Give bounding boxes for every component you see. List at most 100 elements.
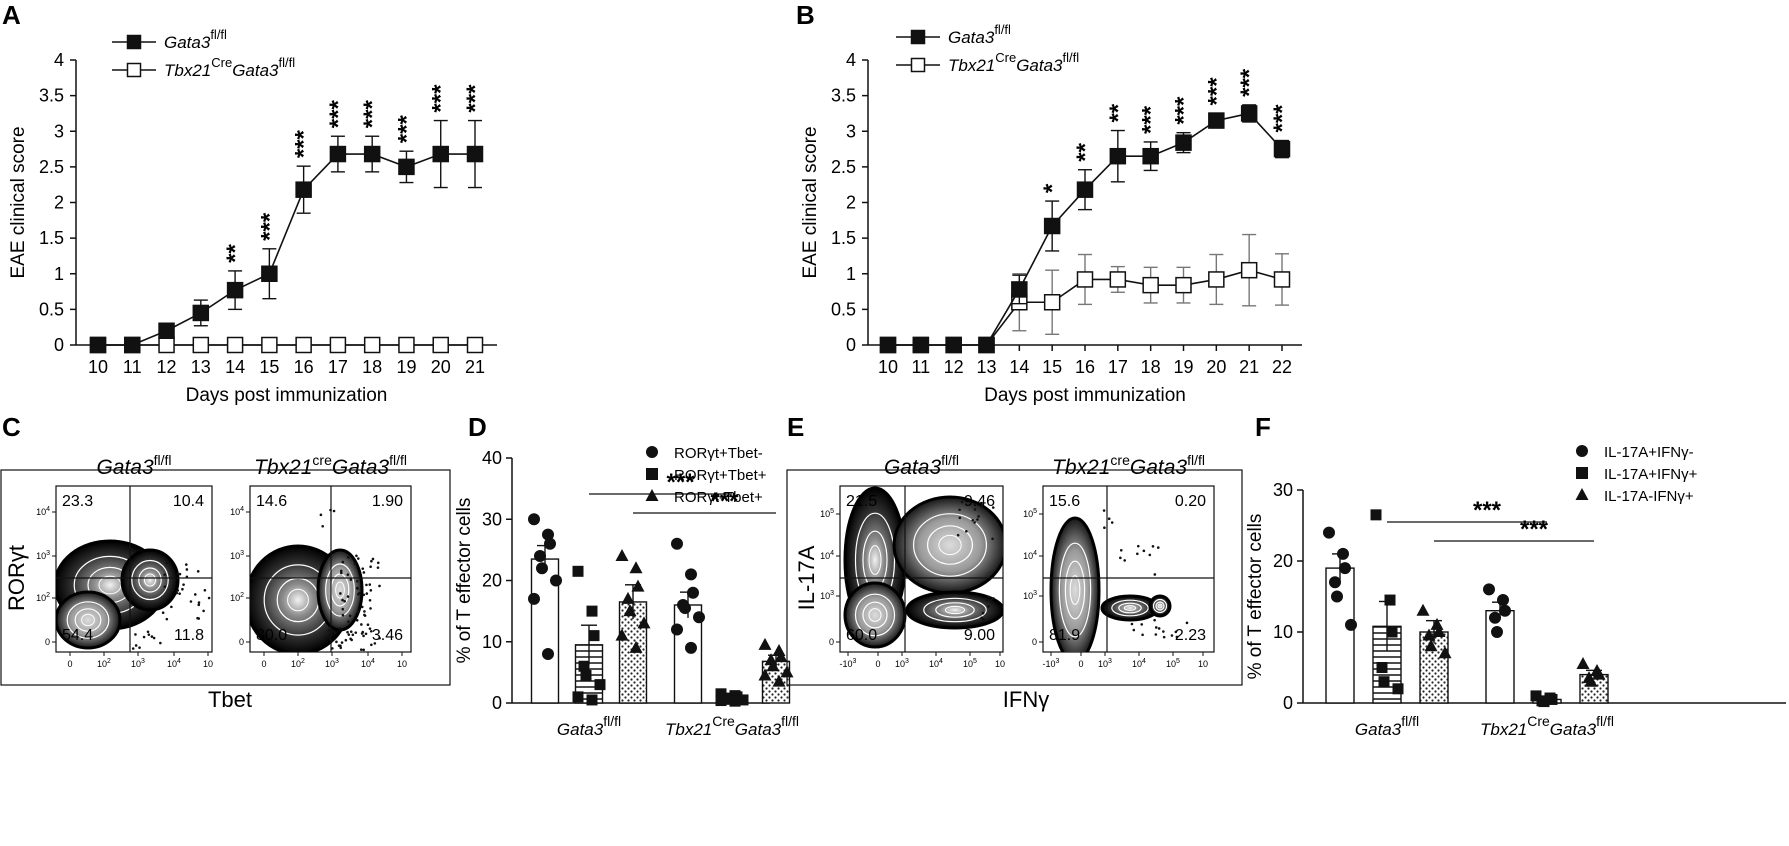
y-axis-label: % of T effector cells [454, 498, 475, 664]
event-dot [1136, 552, 1139, 556]
data-point-0 [1208, 112, 1225, 129]
legend-marker [1576, 467, 1588, 479]
flow-x-tick-label: 0 [875, 659, 880, 669]
contour-line [1157, 603, 1163, 609]
data-point [737, 694, 749, 706]
data-point [550, 574, 562, 587]
event-dot [982, 618, 985, 621]
data-point [629, 640, 643, 653]
event-dot [331, 629, 335, 632]
event-dot [1154, 626, 1158, 629]
event-dot [365, 583, 368, 587]
quadrant-ul: 15.6 [1049, 493, 1080, 510]
data-point-0 [879, 336, 897, 354]
flow-y-tick-label: 103 [1023, 590, 1037, 601]
data-point-1 [1175, 276, 1192, 294]
significance-label: *** [1520, 516, 1549, 543]
event-dot [335, 640, 338, 644]
event-dot [170, 605, 173, 609]
density-blob [316, 548, 364, 632]
event-dot [178, 592, 181, 595]
data-point [1592, 667, 1606, 680]
group-label-0: Gata3fl/fl [1355, 713, 1419, 739]
data-point-0 [945, 336, 962, 354]
data-point [1538, 696, 1550, 708]
density-blob [120, 548, 180, 612]
quadrant-ll: 54.4 [62, 627, 93, 644]
y-tick-label: 1.5 [831, 228, 856, 248]
significance-label: *** [462, 84, 489, 113]
quadrant-lr: 11.8 [174, 627, 204, 644]
event-dot [349, 637, 352, 641]
significance-label: *** [710, 488, 739, 515]
event-dot [134, 644, 138, 647]
event-dot [340, 641, 344, 644]
data-point [758, 637, 772, 650]
data-point [1376, 662, 1388, 673]
event-dot [369, 607, 372, 610]
event-dot [359, 648, 363, 651]
contour-line [1118, 602, 1142, 614]
flow-x-tick-label: 10 [1198, 659, 1208, 669]
contour-line [74, 608, 102, 632]
event-dot [363, 613, 366, 617]
series-line-0 [98, 153, 475, 346]
y-tick-label: 30 [482, 509, 502, 529]
panel-label-b: B [796, 0, 815, 30]
data-point [1329, 576, 1341, 589]
event-dot [992, 597, 995, 600]
data-point [594, 679, 606, 691]
y-axis-label: % of T effector cells [1245, 514, 1266, 680]
contour-line [335, 581, 345, 599]
legend-label-2: IL-17A-IFNγ+ [1604, 488, 1694, 505]
event-dot [1162, 635, 1166, 639]
data-point [715, 688, 727, 700]
event-dot [1170, 634, 1174, 637]
event-dot [1151, 545, 1155, 548]
y-tick-label: 3 [846, 121, 856, 141]
data-point-1 [1208, 271, 1225, 288]
data-point [772, 674, 786, 687]
contour-line [926, 525, 973, 565]
data-point [671, 623, 683, 636]
data-point-0 [1273, 140, 1291, 158]
contour-line [854, 593, 896, 637]
flow-x-tick-label: 104 [361, 658, 375, 669]
data-point [715, 695, 727, 707]
y-tick-label: 2 [54, 193, 64, 213]
data-point-1 [261, 336, 278, 354]
data-point-1 [329, 336, 347, 354]
data-point-1 [1273, 271, 1291, 288]
data-point [542, 528, 554, 541]
data-point [629, 561, 643, 574]
x-tick-label: 11 [911, 357, 930, 377]
contour-line [862, 601, 888, 629]
event-dot [971, 518, 975, 522]
y-tick-label: 10 [482, 632, 502, 652]
event-dot [346, 573, 350, 576]
event-dot [1140, 623, 1144, 626]
data-point-0 [1240, 105, 1258, 122]
event-dot [339, 569, 343, 573]
y-tick-label: 1 [54, 264, 64, 284]
significance-label: *** [1236, 68, 1263, 97]
event-dot [1153, 618, 1156, 622]
event-dot [347, 620, 350, 624]
panel-d-bar-chart: 0 10 20 30 40 % of T effector cells Gata3fl/fl… [454, 445, 799, 739]
data-point-1 [466, 336, 484, 354]
event-dot [338, 627, 342, 630]
data-point-1 [1043, 294, 1061, 311]
x-tick-label: 18 [1141, 357, 1161, 377]
contour-line [868, 608, 882, 622]
event-dot [368, 598, 372, 602]
event-dot [202, 609, 205, 613]
x-tick-label: 12 [944, 357, 964, 377]
legend-label-2: RORγt-Tbet+ [674, 489, 763, 506]
data-point-0 [226, 281, 244, 299]
event-dot [368, 583, 372, 586]
event-dot [165, 561, 169, 565]
x-tick-label: 19 [1173, 357, 1193, 377]
event-dot [341, 607, 345, 611]
event-dot [360, 632, 364, 635]
flow-y-tick-label: 0 [45, 637, 50, 647]
